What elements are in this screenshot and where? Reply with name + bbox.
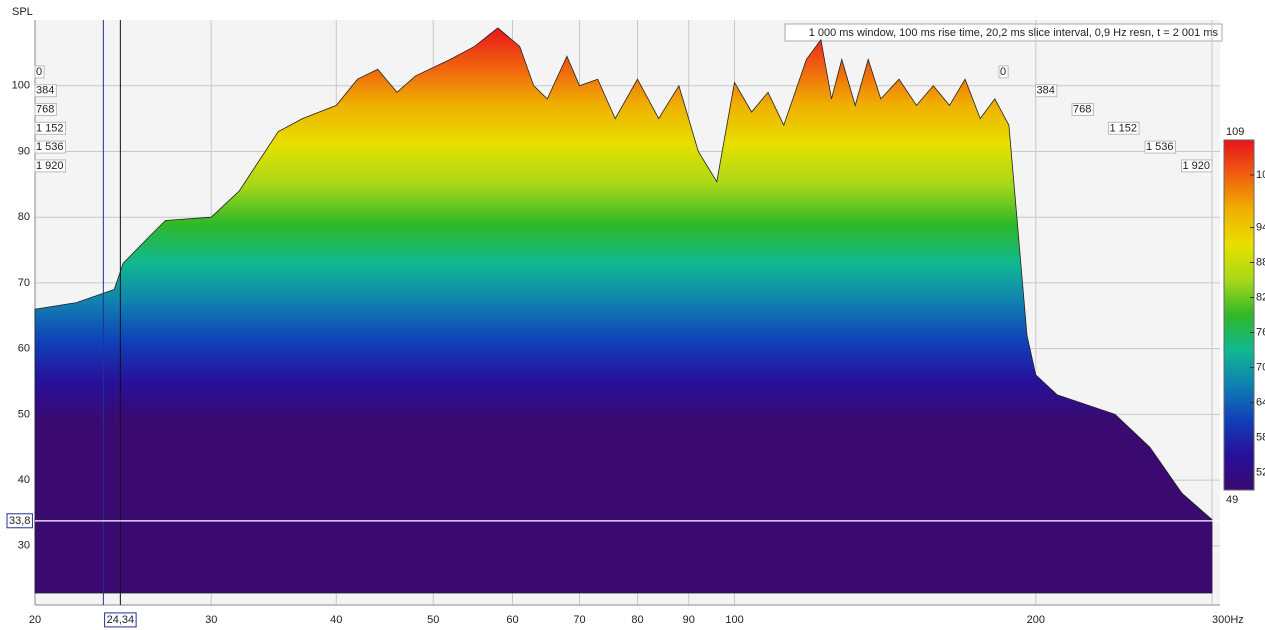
colorbar-label: 64: [1256, 396, 1265, 408]
time-label: 384: [36, 85, 54, 97]
time-label: 1 536: [36, 141, 64, 153]
time-label-box: [34, 159, 67, 173]
y-tick-label: 60: [18, 343, 30, 355]
y-tick-label: 50: [18, 408, 30, 420]
y-tick-label: 40: [18, 474, 30, 486]
colorbar-label: 109: [1226, 126, 1244, 138]
colorbar-label: 103: [1256, 169, 1265, 181]
time-label-box: [34, 121, 67, 135]
y-tick-label: 100: [12, 80, 30, 92]
colorbar-label: 49: [1226, 494, 1238, 506]
colorbar: [1223, 139, 1255, 491]
time-label-box: [34, 140, 67, 154]
time-label-box: [34, 84, 57, 98]
time-label-box: [34, 65, 45, 79]
time-label: 768: [36, 104, 54, 116]
time-label-box: [1144, 140, 1177, 154]
x-tick-label: 200: [1027, 614, 1045, 626]
cursor-label-box: [104, 612, 137, 628]
y-tick-label: 80: [18, 211, 30, 223]
colorbar-label: 94: [1256, 221, 1265, 233]
colorbar-label: 88: [1256, 256, 1265, 268]
time-label-box: [998, 65, 1009, 79]
time-label: 1 152: [36, 122, 64, 134]
colorbar-label: 82: [1256, 291, 1265, 303]
time-label-box: [1108, 121, 1140, 135]
cursor-x-label: 24,34: [107, 614, 135, 626]
time-label: 768: [1073, 104, 1091, 116]
y-tick-label: 70: [18, 277, 30, 289]
time-label-box: [1035, 84, 1058, 98]
colorbar-label: 76: [1256, 326, 1265, 338]
x-tick-label: 60: [506, 614, 518, 626]
x-tick-label: 40: [330, 614, 342, 626]
time-label-box: [34, 103, 57, 117]
x-tick-label: 80: [631, 614, 643, 626]
cursor-y-label: 33,8: [9, 515, 30, 527]
colorbar-label: 58: [1256, 431, 1265, 443]
time-label: 0: [1000, 66, 1006, 78]
x-tick-label: 90: [683, 614, 695, 626]
time-label-box: [1181, 159, 1213, 173]
x-tick-label: 20: [29, 614, 41, 626]
x-tick-label: 50: [427, 614, 439, 626]
info-box: 1 000 ms window, 100 ms rise time, 20,2 …: [784, 23, 1223, 42]
time-label: 1 920: [36, 160, 64, 172]
time-label-box: [1071, 103, 1094, 117]
time-label: 1 152: [1110, 122, 1138, 134]
time-label: 0: [36, 66, 42, 78]
time-label: 384: [1037, 85, 1055, 97]
y-axis-label: SPL: [12, 6, 33, 18]
y-tick-label: 30: [18, 540, 30, 552]
x-tick-label: 70: [573, 614, 585, 626]
info-text: 1 000 ms window, 100 ms rise time, 20,2 …: [809, 27, 1219, 39]
cursor-label-box: [6, 513, 33, 529]
x-tick-label: 300Hz: [1212, 614, 1244, 626]
info-frame: [784, 23, 1223, 42]
colorbar-label: 70: [1256, 361, 1265, 373]
y-tick-label: 90: [18, 145, 30, 157]
colorbar-label: 52: [1256, 466, 1265, 478]
x-tick-label: 100: [725, 614, 743, 626]
time-label: 1 536: [1146, 141, 1174, 153]
time-label: 1 920: [1183, 160, 1211, 172]
waterfall-surface: [34, 27, 1213, 594]
x-tick-label: 30: [205, 614, 217, 626]
